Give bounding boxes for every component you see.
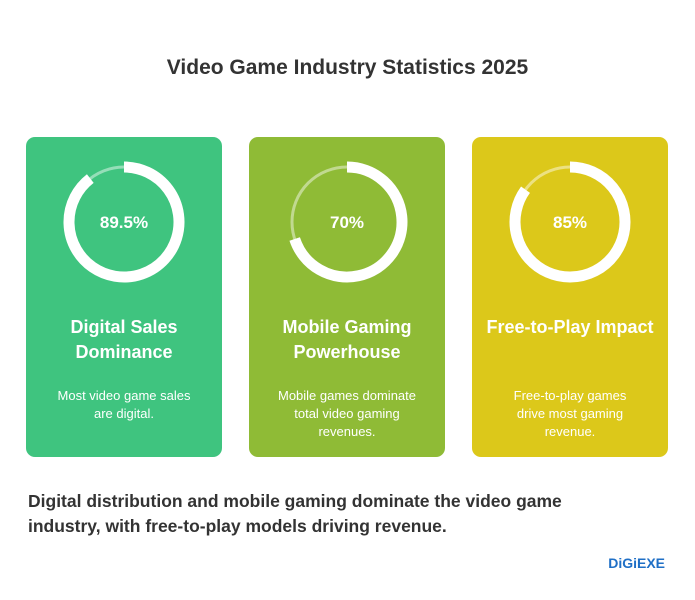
card-title: Free-to-Play Impact xyxy=(486,317,654,337)
card-title: Mobile Gaming Powerhouse xyxy=(282,317,412,362)
card-description: Most video game sales are digital. xyxy=(57,388,191,421)
gauge-arc xyxy=(509,161,631,283)
card-title: Digital Sales Dominance xyxy=(70,317,178,362)
gauge: 89.5% xyxy=(63,161,185,283)
card-description: Free-to-play games drive most gaming rev… xyxy=(513,388,627,439)
gauge-arc xyxy=(289,161,408,283)
summary: Digital distribution and mobile gaming d… xyxy=(28,491,562,536)
stat-card: 85% Free-to-Play Impact Free-to-play games… xyxy=(472,137,668,457)
brand: DiGiEXE xyxy=(608,555,665,571)
gauge-arc xyxy=(63,161,185,283)
gauge-value: 89.5% xyxy=(100,213,148,232)
stat-card: 70% Mobile Gaming Powerhouse Mobile games … xyxy=(249,137,445,457)
title: Video Game Industry Statistics 2025 xyxy=(166,56,529,79)
stat-card: 89.5% Digital Sales Dominance Most video g… xyxy=(26,137,222,457)
gauge-value: 85% xyxy=(553,213,587,232)
gauge: 70% xyxy=(289,161,408,283)
card-description: Mobile games dominate total video gaming… xyxy=(277,388,417,439)
gauge: 85% xyxy=(509,161,631,283)
gauge-value: 70% xyxy=(330,213,364,232)
